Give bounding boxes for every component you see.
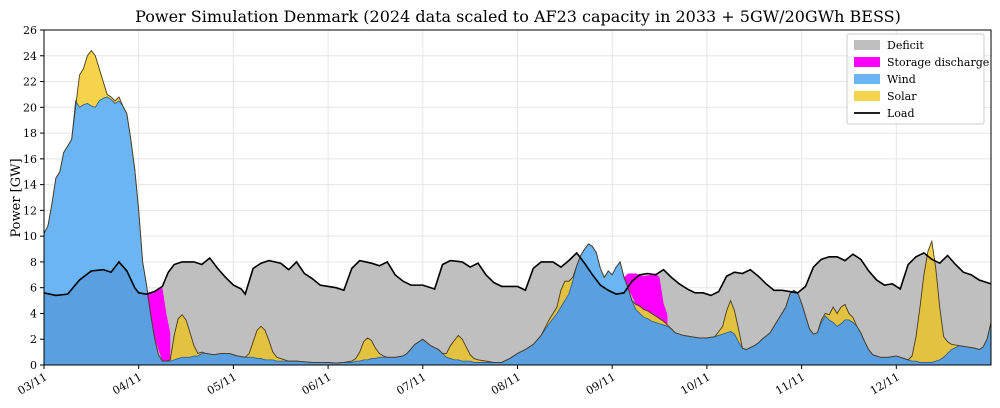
y-tick-label: 26 — [23, 24, 37, 37]
x-axis: 03/11 04/11 05/11 06/11 07/11 08/11 09/11 10/11… — [16, 365, 902, 397]
y-tick-label: 24 — [23, 50, 37, 63]
covered-load-overlay — [44, 252, 991, 365]
legend-label-deficit: Deficit — [887, 39, 924, 52]
y-tick-label: 10 — [23, 230, 37, 243]
x-tick-label: 08/11 — [489, 370, 523, 397]
y-tick-label: 8 — [30, 256, 37, 269]
legend-swatch-storage — [854, 57, 880, 67]
y-tick-label: 16 — [23, 153, 37, 166]
legend-label-storage: Storage discharge — [887, 56, 989, 69]
legend-label-load: Load — [887, 107, 915, 120]
legend: Deficit Storage discharge Wind Solar Load — [846, 33, 989, 125]
legend-label-wind: Wind — [887, 73, 916, 86]
x-tick-label: 12/11 — [868, 370, 902, 397]
y-tick-label: 4 — [30, 307, 37, 320]
x-tick-label: 11/11 — [773, 370, 807, 397]
legend-label-solar: Solar — [887, 90, 917, 103]
deficit-area — [44, 252, 991, 365]
y-tick-label: 6 — [30, 282, 37, 295]
wind-covered-area — [44, 252, 991, 365]
chart-title: Power Simulation Denmark (2024 data scal… — [135, 7, 901, 26]
x-tick-label: 06/11 — [300, 370, 334, 397]
legend-swatch-wind — [854, 74, 880, 84]
y-tick-label: 14 — [23, 179, 37, 192]
plot-lines — [43, 49, 992, 364]
y-tick-label: 20 — [23, 101, 37, 114]
y-tick-label: 18 — [23, 127, 37, 140]
storage-discharge-area — [624, 273, 668, 326]
x-tick-label: 04/11 — [110, 370, 144, 397]
legend-swatch-deficit — [854, 40, 880, 50]
x-tick-label: 07/11 — [394, 370, 428, 397]
x-tick-label: 05/11 — [205, 370, 239, 397]
load-line — [43, 251, 992, 297]
y-tick-label: 22 — [23, 76, 37, 89]
storage-discharge-area — [146, 287, 171, 362]
y-axis-label: Power [GW] — [9, 158, 24, 237]
legend-swatch-solar — [854, 91, 880, 101]
x-tick-label: 10/11 — [678, 370, 712, 397]
y-tick-label: 2 — [30, 333, 37, 346]
y-tick-label: 0 — [30, 359, 37, 372]
y-tick-label: 12 — [23, 204, 37, 217]
legend-box — [846, 33, 985, 125]
x-tick-label: 09/11 — [584, 370, 618, 397]
x-tick-label: 03/11 — [16, 370, 50, 397]
supply-outline — [43, 49, 992, 364]
plot-areas — [44, 50, 991, 365]
